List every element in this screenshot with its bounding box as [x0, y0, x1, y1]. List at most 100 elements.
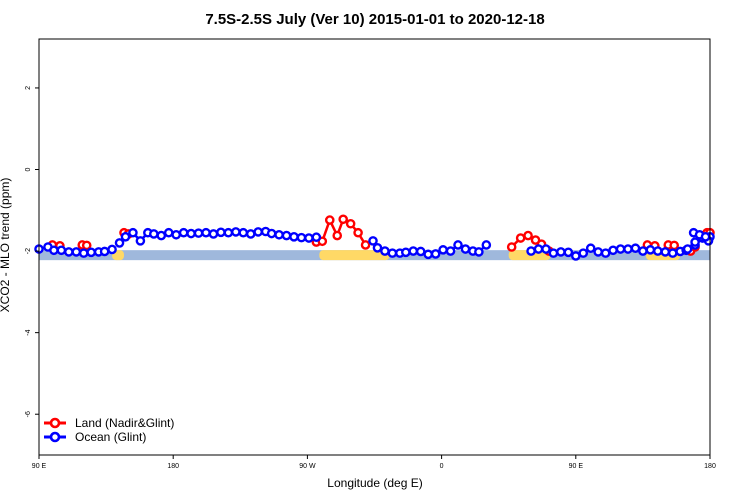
legend-land-marker — [49, 417, 61, 429]
legend-ocean-marker — [49, 431, 61, 443]
y-tick-label-2: -2 — [25, 248, 32, 254]
data-point — [430, 249, 441, 259]
series-layer — [34, 214, 715, 261]
data-point — [231, 227, 241, 237]
chart-title: 7.5S-2.5S July (Ver 10) 2015-01-01 to 20… — [205, 11, 544, 28]
data-point — [600, 248, 611, 258]
data-point — [281, 230, 292, 241]
data-point — [289, 232, 299, 242]
data-point — [408, 246, 419, 256]
data-point — [593, 247, 603, 257]
data-point — [324, 215, 335, 225]
data-point — [645, 245, 656, 255]
data-point — [526, 246, 536, 256]
y-tick-label-1: 0 — [25, 167, 32, 171]
data-point — [506, 242, 517, 252]
y-tick-label-3: -4 — [25, 329, 32, 335]
y-tick-label-4: -6 — [25, 411, 32, 417]
data-point — [178, 227, 189, 238]
data-point — [481, 240, 492, 250]
plot-frame — [38, 38, 711, 456]
data-point — [64, 247, 74, 257]
data-point — [156, 230, 167, 241]
data-point — [171, 229, 181, 240]
data-point — [163, 227, 174, 238]
data-point — [474, 247, 484, 257]
x-tick-label-4: 90 E — [569, 463, 584, 470]
data-point — [368, 236, 378, 246]
data-point — [128, 227, 138, 238]
data-point — [401, 247, 411, 258]
data-point — [353, 227, 363, 238]
x-axis-label: Longitude (deg E) — [327, 476, 422, 490]
data-point — [638, 246, 648, 256]
data-point — [114, 238, 125, 248]
data-point — [515, 233, 526, 243]
data-point — [423, 249, 433, 260]
data-point — [78, 248, 89, 258]
data-point — [700, 232, 711, 242]
data-point — [541, 244, 551, 254]
data-point — [71, 247, 82, 257]
x-tick-label-0: 90 E — [32, 463, 47, 470]
data-point — [630, 243, 641, 254]
x-tick-label-2: 90 W — [299, 463, 316, 470]
data-point — [56, 245, 67, 256]
land-band-1 — [319, 250, 390, 261]
data-point — [201, 227, 211, 238]
series-ocean — [34, 226, 715, 261]
data-point — [415, 246, 426, 257]
data-point — [438, 245, 448, 255]
data-point — [523, 230, 533, 241]
data-point — [571, 251, 581, 261]
data-point — [266, 228, 277, 239]
data-point — [445, 246, 456, 256]
x-axis: 90 E 180 90 W 0 90 E 180 — [32, 455, 716, 470]
data-point — [387, 248, 398, 258]
data-point — [360, 240, 371, 250]
data-point — [338, 214, 348, 225]
legend-land-label: Land (Nadir&Glint) — [75, 416, 174, 430]
y-axis: 2 0 -2 -4 -6 — [25, 86, 39, 417]
y-tick-label-0: 2 — [25, 86, 32, 90]
data-point — [86, 247, 96, 258]
data-point — [660, 247, 671, 257]
data-point — [460, 244, 471, 254]
data-point — [548, 248, 559, 258]
data-point — [149, 229, 159, 239]
data-point — [193, 228, 204, 238]
data-point — [608, 245, 618, 256]
data-point — [274, 229, 284, 240]
data-point — [304, 233, 314, 243]
data-point — [135, 236, 146, 246]
legend-ocean-label: Ocean (Glint) — [75, 430, 146, 444]
data-point — [208, 229, 219, 239]
data-point — [332, 230, 343, 241]
data-point — [453, 240, 463, 250]
data-point — [245, 229, 256, 239]
data-point — [556, 247, 566, 257]
data-point — [253, 227, 263, 237]
data-point — [615, 244, 626, 254]
data-point — [99, 246, 110, 257]
data-point — [585, 243, 596, 254]
data-point — [238, 227, 249, 238]
data-point — [107, 244, 117, 255]
data-point — [372, 243, 383, 253]
x-tick-label-1: 180 — [167, 463, 179, 470]
data-point — [186, 228, 196, 239]
data-point — [682, 244, 693, 254]
data-point — [563, 247, 574, 258]
data-point — [533, 244, 544, 254]
data-point — [667, 248, 678, 258]
data-point — [653, 246, 663, 256]
data-point — [120, 232, 131, 242]
data-point — [216, 227, 226, 238]
x-tick-label-3: 0 — [440, 463, 444, 470]
data-point — [81, 240, 92, 251]
data-point — [380, 246, 390, 256]
x-tick-label-5: 180 — [704, 463, 716, 470]
data-point — [623, 244, 633, 254]
data-point — [690, 237, 700, 247]
